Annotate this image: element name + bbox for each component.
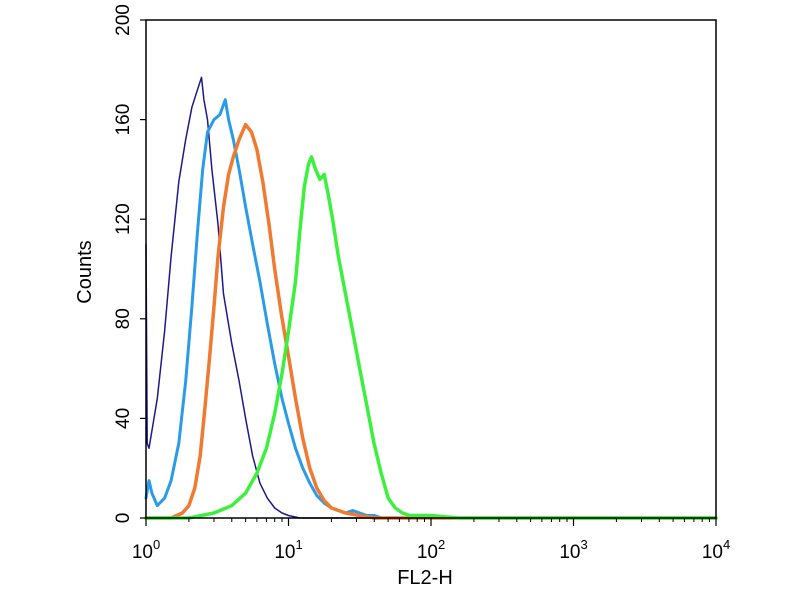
series-line-1 xyxy=(145,76,717,519)
y-tick-label: 80 xyxy=(113,308,134,329)
x-tick-label: 101 xyxy=(274,537,302,563)
x-tick-label: 100 xyxy=(132,537,160,563)
series-layer xyxy=(144,76,718,520)
x-axis: 100 101 102 103 104 xyxy=(132,518,730,563)
y-tick-label: 160 xyxy=(113,104,134,136)
series-line-4 xyxy=(144,155,718,520)
y-tick-label: 120 xyxy=(113,203,134,235)
x-tick-label: 102 xyxy=(417,537,445,563)
y-tick-label: 0 xyxy=(113,513,134,524)
y-tick-label: 200 xyxy=(113,4,134,36)
y-axis-title: Counts xyxy=(74,240,96,303)
x-axis-title: FL2-H xyxy=(397,567,453,589)
series-line-3 xyxy=(144,122,718,520)
x-tick-label: 103 xyxy=(559,537,587,563)
x-tick-label: 104 xyxy=(702,537,730,563)
y-tick-label: 40 xyxy=(113,408,134,429)
y-axis: 0 40 80 120 160 200 xyxy=(113,4,146,523)
